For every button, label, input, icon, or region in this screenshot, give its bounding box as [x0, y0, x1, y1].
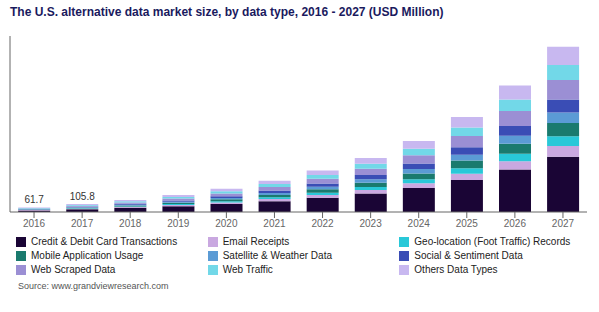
html-text:Email Receipts: Email Receipts [222, 236, 290, 247]
svg-text:2026: 2026 [504, 218, 527, 229]
html-text:Source: www.grandviewresearch.: Source: www.grandviewresearch.com [18, 281, 169, 291]
svg-text:2024: 2024 [408, 218, 431, 229]
html-text:Mobile Application Usage: Mobile Application Usage [31, 250, 144, 261]
html-text:Web Scraped Data: Web Scraped Data [31, 264, 116, 275]
html-text:Others Data Types: Others Data Types [414, 264, 498, 275]
svg-text:2016: 2016 [23, 218, 46, 229]
svg-text:2020: 2020 [215, 218, 238, 229]
svg-text:2019: 2019 [167, 218, 190, 229]
svg-text:2027: 2027 [552, 218, 575, 229]
html-text:Social & Sentiment Data: Social & Sentiment Data [414, 250, 523, 261]
html-text:The U.S. alternative data mark: The U.S. alternative data market size, b… [10, 5, 444, 19]
svg-text:2018: 2018 [119, 218, 142, 229]
svg-text:2025: 2025 [456, 218, 479, 229]
svg-text:2023: 2023 [360, 218, 383, 229]
html-text:Satellite & Weather Data: Satellite & Weather Data [222, 250, 332, 261]
html-text:Web Traffic: Web Traffic [222, 264, 273, 275]
svg-text:105.8: 105.8 [70, 191, 95, 202]
svg-text:2022: 2022 [311, 218, 334, 229]
svg-text:61.7: 61.7 [24, 194, 44, 205]
svg-text:2021: 2021 [263, 218, 286, 229]
html-text:Geo-location (Foot Traffic) Re: Geo-location (Foot Traffic) Records [414, 236, 571, 247]
html-text:Credit & Debit Card Transactio: Credit & Debit Card Transactions [31, 236, 178, 247]
svg-text:2017: 2017 [71, 218, 94, 229]
